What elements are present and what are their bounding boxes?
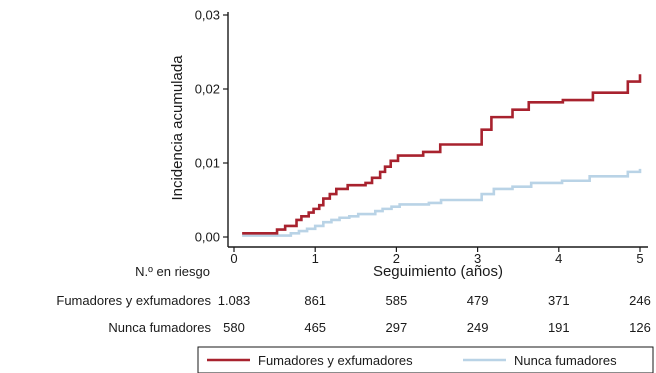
risk-value: 580 bbox=[223, 320, 245, 335]
x-axis-ticks: 0 1 2 3 4 5 bbox=[230, 247, 644, 266]
risk-value: 861 bbox=[304, 293, 326, 308]
risk-row-label-smokers: Fumadores y exfumadores bbox=[56, 293, 211, 308]
y-tick-label: 0,00 bbox=[195, 230, 220, 245]
risk-row-label-never: Nunca fumadores bbox=[108, 320, 211, 335]
risk-table-title: N.º en riesgo bbox=[135, 264, 210, 279]
risk-value: 249 bbox=[467, 320, 489, 335]
legend: Fumadores y exfumadores Nunca fumadores bbox=[197, 346, 654, 373]
legend-box bbox=[197, 346, 654, 373]
series-line-smokers bbox=[242, 74, 642, 235]
y-axis-ticks: 0,00 0,01 0,02 0,03 bbox=[195, 8, 228, 245]
x-axis-title: Seguimiento (años) bbox=[373, 263, 503, 280]
series-layer bbox=[242, 74, 642, 237]
y-axis-title: Incidencia acumulada bbox=[169, 55, 186, 201]
risk-table-values: 1.083 861 585 479 371 246 580 465 297 249 191 126 bbox=[218, 293, 651, 335]
risk-value: 126 bbox=[629, 320, 651, 335]
x-tick-label: 2 bbox=[393, 251, 400, 266]
x-tick-label: 3 bbox=[474, 251, 481, 266]
risk-value: 585 bbox=[386, 293, 408, 308]
risk-value: 246 bbox=[629, 293, 651, 308]
x-tick-label: 0 bbox=[230, 251, 237, 266]
risk-value: 297 bbox=[386, 320, 408, 335]
risk-value: 465 bbox=[304, 320, 326, 335]
legend-label-smokers: Fumadores y exfumadores bbox=[258, 353, 413, 368]
x-tick-label: 5 bbox=[636, 251, 643, 266]
risk-value: 1.083 bbox=[218, 293, 251, 308]
risk-value: 371 bbox=[548, 293, 570, 308]
risk-value: 191 bbox=[548, 320, 570, 335]
y-tick-label: 0,03 bbox=[195, 8, 220, 23]
x-tick-label: 4 bbox=[555, 251, 562, 266]
y-tick-label: 0,02 bbox=[195, 82, 220, 97]
y-tick-label: 0,01 bbox=[195, 156, 220, 171]
x-tick-label: 1 bbox=[312, 251, 319, 266]
legend-label-never: Nunca fumadores bbox=[514, 353, 617, 368]
risk-value: 479 bbox=[467, 293, 489, 308]
series-line-never bbox=[242, 168, 642, 237]
